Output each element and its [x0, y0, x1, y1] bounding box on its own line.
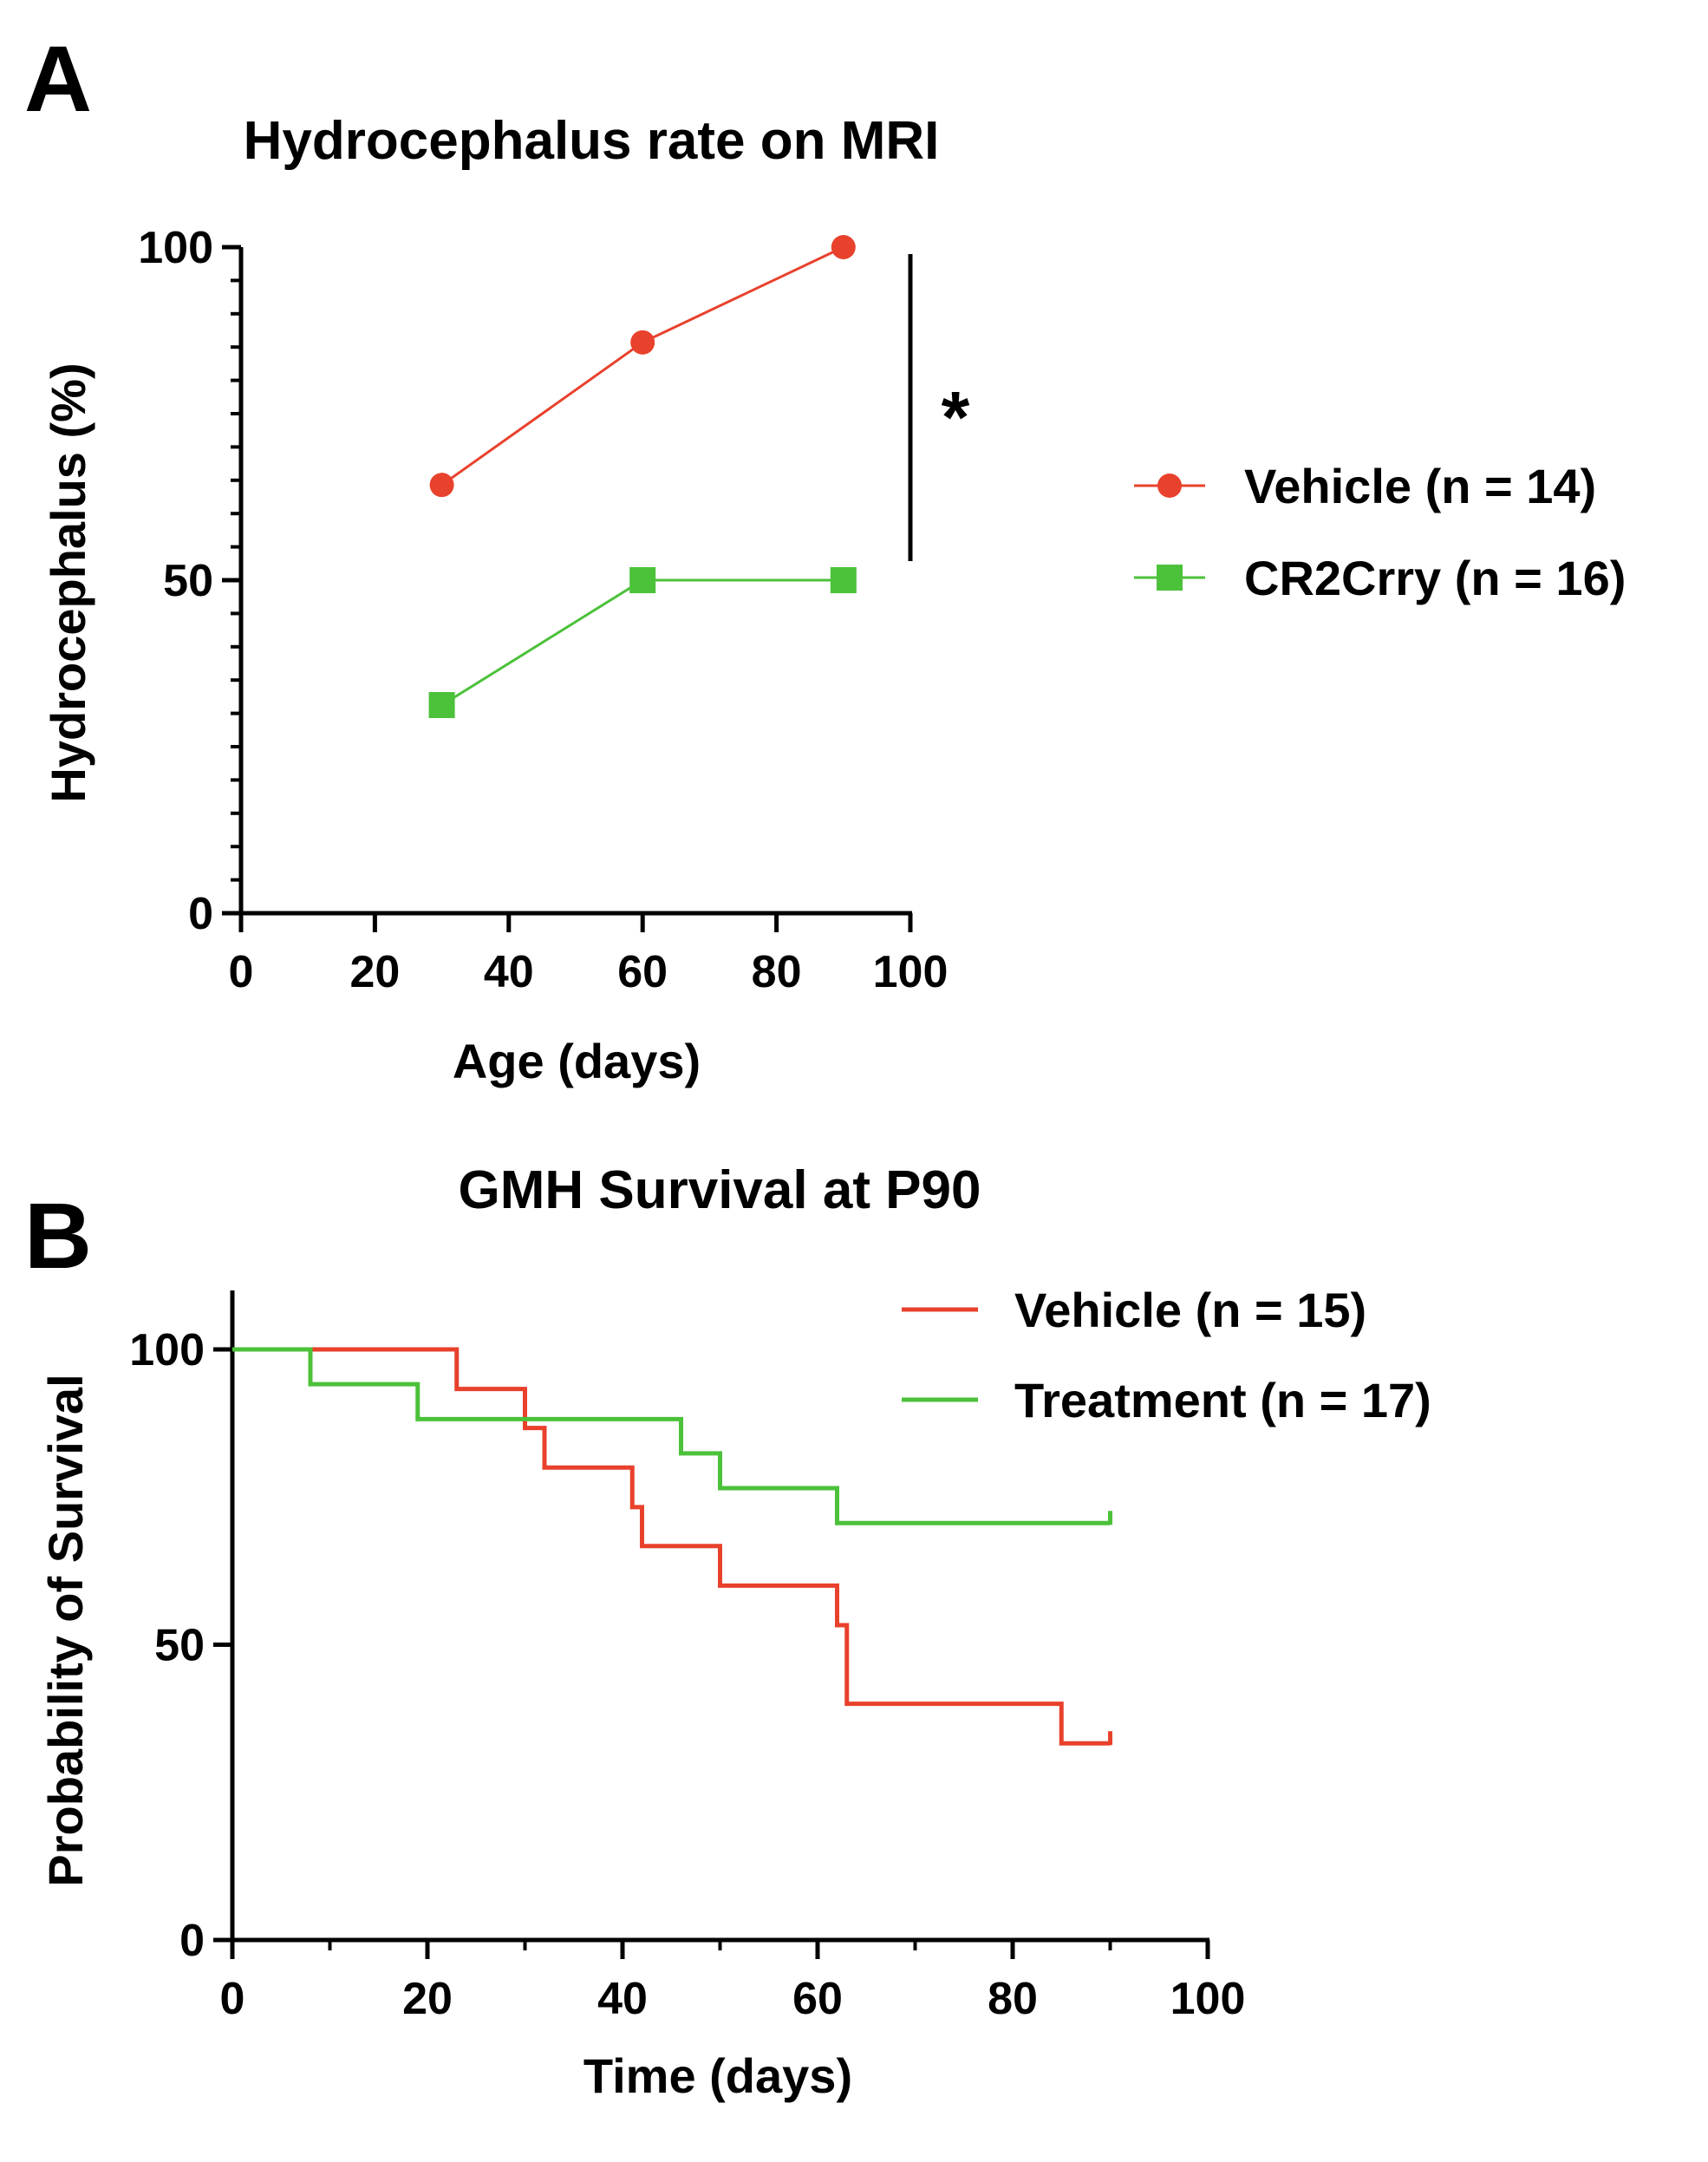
panel-a-x-axis-label: Age (days)	[453, 1034, 701, 1088]
legend-marker-square	[1157, 565, 1183, 591]
data-point-circle	[429, 473, 454, 498]
panel-a: A Hydrocephalus rate on MRI 0 20 40 60 80 100…	[24, 26, 1626, 1088]
panel-b: B GMH Survival at P90 0 20 40 60 80 100 0 50 100…	[24, 1160, 1431, 2103]
panel-a-series-cr2crry	[428, 567, 857, 718]
significance-star: *	[942, 376, 970, 458]
panel-b-y-tick-label: 0	[179, 1916, 205, 1966]
panel-a-letter: A	[24, 26, 92, 131]
data-point-square	[629, 567, 656, 593]
panel-b-y-tick-label: 50	[154, 1621, 205, 1671]
panel-a-axes	[222, 245, 913, 932]
panel-b-y-tick-label: 100	[129, 1325, 205, 1375]
panel-a-legend: Vehicle (n = 14) CR2Crry (n = 16)	[1134, 459, 1626, 605]
data-point-square	[830, 567, 857, 593]
panel-a-series	[428, 235, 857, 718]
panel-b-x-tick-label: 80	[988, 1974, 1038, 2024]
legend-label: Treatment (n = 17)	[1014, 1373, 1431, 1427]
legend-label: Vehicle (n = 15)	[1014, 1283, 1366, 1337]
panel-a-y-tick-label: 100	[138, 223, 213, 273]
legend-label: CR2Crry (n = 16)	[1244, 551, 1626, 605]
legend-label: Vehicle (n = 14)	[1244, 459, 1596, 513]
panel-a-y-tick-label: 0	[188, 889, 213, 939]
panel-b-series-vehicle	[232, 1347, 1112, 1746]
panel-b-x-tick-label: 40	[597, 1974, 648, 2024]
panel-b-axes	[213, 1290, 1210, 1959]
panel-a-x-tick-label: 100	[873, 947, 949, 997]
panel-b-letter: B	[24, 1183, 92, 1288]
panel-b-series	[232, 1347, 1112, 1746]
panel-b-title: GMH Survival at P90	[458, 1160, 981, 1220]
panel-b-x-tick-label: 20	[402, 1974, 453, 2024]
panel-b-x-axis-label: Time (days)	[583, 2048, 852, 2103]
legend-item-cr2crry: CR2Crry (n = 16)	[1134, 551, 1626, 605]
panel-b-x-tick-label: 100	[1170, 1974, 1246, 2024]
survival-curve	[232, 1347, 1111, 1525]
panel-a-x-tick-label: 0	[229, 947, 254, 997]
panel-a-x-tick-label: 20	[349, 947, 400, 997]
panel-a-tick-labels: 0 20 40 60 80 100 0 50 100	[138, 223, 948, 997]
legend-marker-circle	[1157, 474, 1182, 498]
panel-a-x-tick-label: 80	[752, 947, 802, 997]
panel-b-x-tick-label: 60	[792, 1974, 843, 2024]
panel-b-legend: Vehicle (n = 15) Treatment (n = 17)	[902, 1283, 1431, 1427]
panel-b-x-tick-label: 0	[220, 1974, 245, 2024]
data-point-circle	[630, 330, 655, 355]
series-line	[440, 245, 844, 487]
panel-a-y-tick-label: 50	[163, 556, 213, 606]
panel-a-series-vehicle	[429, 235, 856, 498]
panel-a-y-axis-label: Hydrocephalus (%)	[41, 363, 95, 802]
legend-item-treatment: Treatment (n = 17)	[902, 1373, 1431, 1427]
series-line	[440, 578, 844, 707]
panel-a-x-tick-label: 60	[617, 947, 668, 997]
data-point-circle	[831, 235, 856, 259]
panel-b-series-treatment	[232, 1347, 1112, 1525]
legend-item-vehicle: Vehicle (n = 15)	[902, 1283, 1366, 1337]
panel-a-x-tick-label: 40	[484, 947, 534, 997]
panel-b-y-axis-label: Probability of Survival	[38, 1374, 93, 1886]
panel-a-title: Hydrocephalus rate on MRI	[244, 111, 940, 171]
survival-curve	[232, 1347, 1111, 1746]
legend-item-vehicle: Vehicle (n = 14)	[1134, 459, 1596, 513]
data-point-square	[428, 692, 455, 718]
panel-b-tick-labels: 0 20 40 60 80 100 0 50 100	[129, 1325, 1245, 2024]
